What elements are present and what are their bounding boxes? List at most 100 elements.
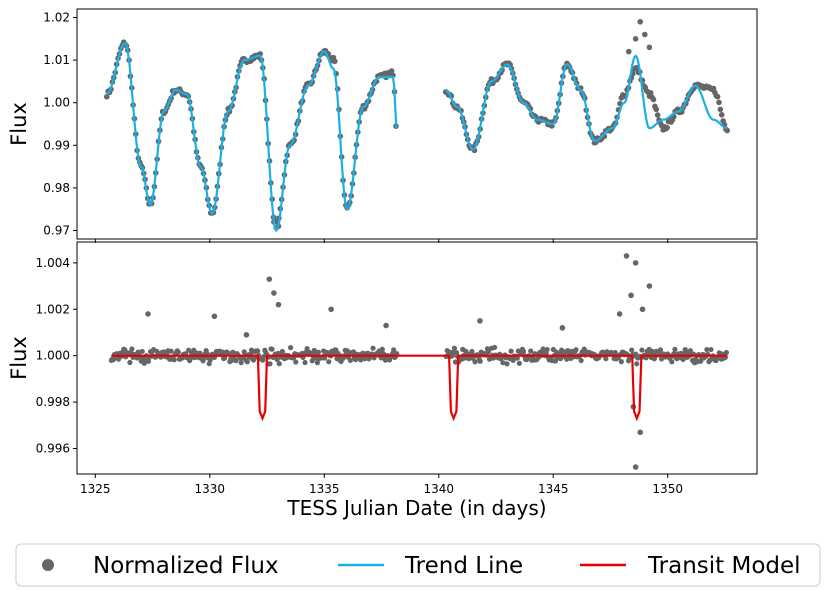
flux-point — [508, 348, 514, 354]
flux-point — [168, 348, 174, 354]
flux-point — [110, 357, 117, 363]
y-tick-label: 0.998 — [36, 395, 70, 409]
flux-point — [238, 360, 244, 366]
flux-point — [628, 292, 634, 299]
flux-point — [388, 68, 395, 74]
flux-point — [211, 313, 218, 320]
x-tick-label: 1330 — [195, 482, 226, 496]
trend-line-path — [106, 41, 398, 233]
y-tick-label: 0.98 — [43, 181, 70, 195]
flux-point — [704, 346, 710, 353]
y-tick-label: 1.00 — [43, 96, 70, 110]
x-tick-label: 1335 — [309, 482, 340, 496]
x-tick-label: 1325 — [80, 482, 111, 496]
flux-point — [718, 111, 725, 118]
flux-point — [243, 332, 250, 338]
flux-point — [504, 361, 510, 367]
flux-point — [379, 346, 385, 352]
flux-point — [145, 311, 151, 317]
flux-point — [618, 359, 624, 365]
legend-item: Trend Line — [338, 553, 523, 579]
flux-point — [141, 360, 147, 366]
transit-model-path — [111, 354, 728, 422]
top-trend-line — [106, 41, 728, 233]
flux-point — [664, 124, 670, 131]
flux-point — [315, 349, 322, 355]
bottom-transit-line — [111, 354, 728, 422]
flux-point — [127, 359, 133, 366]
flux-point — [637, 18, 644, 25]
flux-point — [500, 360, 506, 366]
flux-point — [469, 348, 475, 355]
legend-item: Normalized Flux — [42, 553, 279, 579]
flux-point — [103, 93, 110, 100]
flux-point — [654, 112, 661, 118]
flux-point — [274, 356, 280, 363]
flux-point — [328, 306, 334, 313]
flux-point — [347, 357, 353, 363]
flux-point — [642, 31, 648, 38]
flux-point — [650, 96, 657, 103]
flux-point — [266, 276, 273, 282]
flux-point — [687, 348, 693, 354]
flux-point — [653, 106, 660, 113]
flux-point — [485, 349, 492, 355]
flux-point — [188, 355, 194, 361]
flux-point — [623, 253, 630, 259]
y-tick-label: 0.97 — [43, 223, 70, 237]
y-tick-label: 1.01 — [43, 53, 70, 67]
legend-item: Transit Model — [580, 553, 801, 579]
flux-point — [332, 58, 338, 65]
flux-point — [139, 348, 145, 355]
flux-point — [514, 355, 520, 361]
flux-point — [723, 349, 730, 356]
x-axis-label: TESS Julian Date (in days) — [286, 496, 546, 520]
flux-point — [680, 356, 686, 363]
y-tick-label: 0.99 — [43, 138, 70, 152]
flux-point — [544, 346, 550, 353]
flux-point — [492, 344, 498, 351]
flux-point — [625, 48, 632, 55]
top-y-axis-label: Flux — [7, 102, 31, 146]
flux-point — [230, 349, 236, 355]
flux-point — [309, 358, 315, 364]
flux-point — [714, 93, 721, 100]
y-tick-label: 0.996 — [36, 441, 70, 455]
flux-point — [646, 44, 653, 51]
flux-point — [632, 260, 639, 266]
top-y-ticks: 0.97 0.98 0.99 1.00 1.01 1.02 — [43, 11, 669, 243]
y-tick-label: 1.02 — [43, 11, 70, 25]
flux-point — [616, 311, 623, 317]
y-tick-label: 1.002 — [36, 302, 70, 316]
legend-marker — [42, 559, 54, 571]
x-tick-label: 1340 — [423, 482, 454, 496]
flux-point — [279, 348, 285, 355]
bottom-panel: 0.996 0.998 1.000 1.002 1.004 1325 1330 1335 134… — [7, 241, 758, 496]
bottom-flux-points — [108, 253, 730, 470]
flux-point — [269, 346, 275, 352]
legend-label: Trend Line — [404, 553, 523, 579]
flux-point — [639, 306, 646, 313]
y-tick-label: 1.000 — [36, 349, 70, 363]
flux-point — [657, 347, 664, 353]
x-tick-label: 1350 — [652, 482, 683, 496]
flux-point — [647, 90, 654, 96]
flux-point — [637, 429, 644, 436]
flux-point — [559, 325, 566, 331]
flux-point — [632, 464, 639, 470]
flux-point — [669, 359, 675, 365]
flux-point — [446, 349, 452, 355]
bottom-axis-ticks: 0.996 0.998 1.000 1.002 1.004 1325 1330 1335 134… — [36, 256, 683, 496]
flux-point — [129, 346, 135, 352]
flux-point — [311, 347, 317, 353]
flux-point — [255, 348, 261, 354]
flux-point — [267, 361, 273, 367]
y-tick-label: 1.004 — [36, 256, 70, 270]
flux-point — [639, 347, 645, 353]
flux-point — [370, 345, 376, 351]
top-panel: 0.97 0.98 0.99 1.00 1.01 1.02 Flux — [7, 8, 758, 243]
flux-point — [717, 106, 724, 113]
flux-point — [603, 356, 609, 362]
flux-point — [520, 348, 527, 355]
